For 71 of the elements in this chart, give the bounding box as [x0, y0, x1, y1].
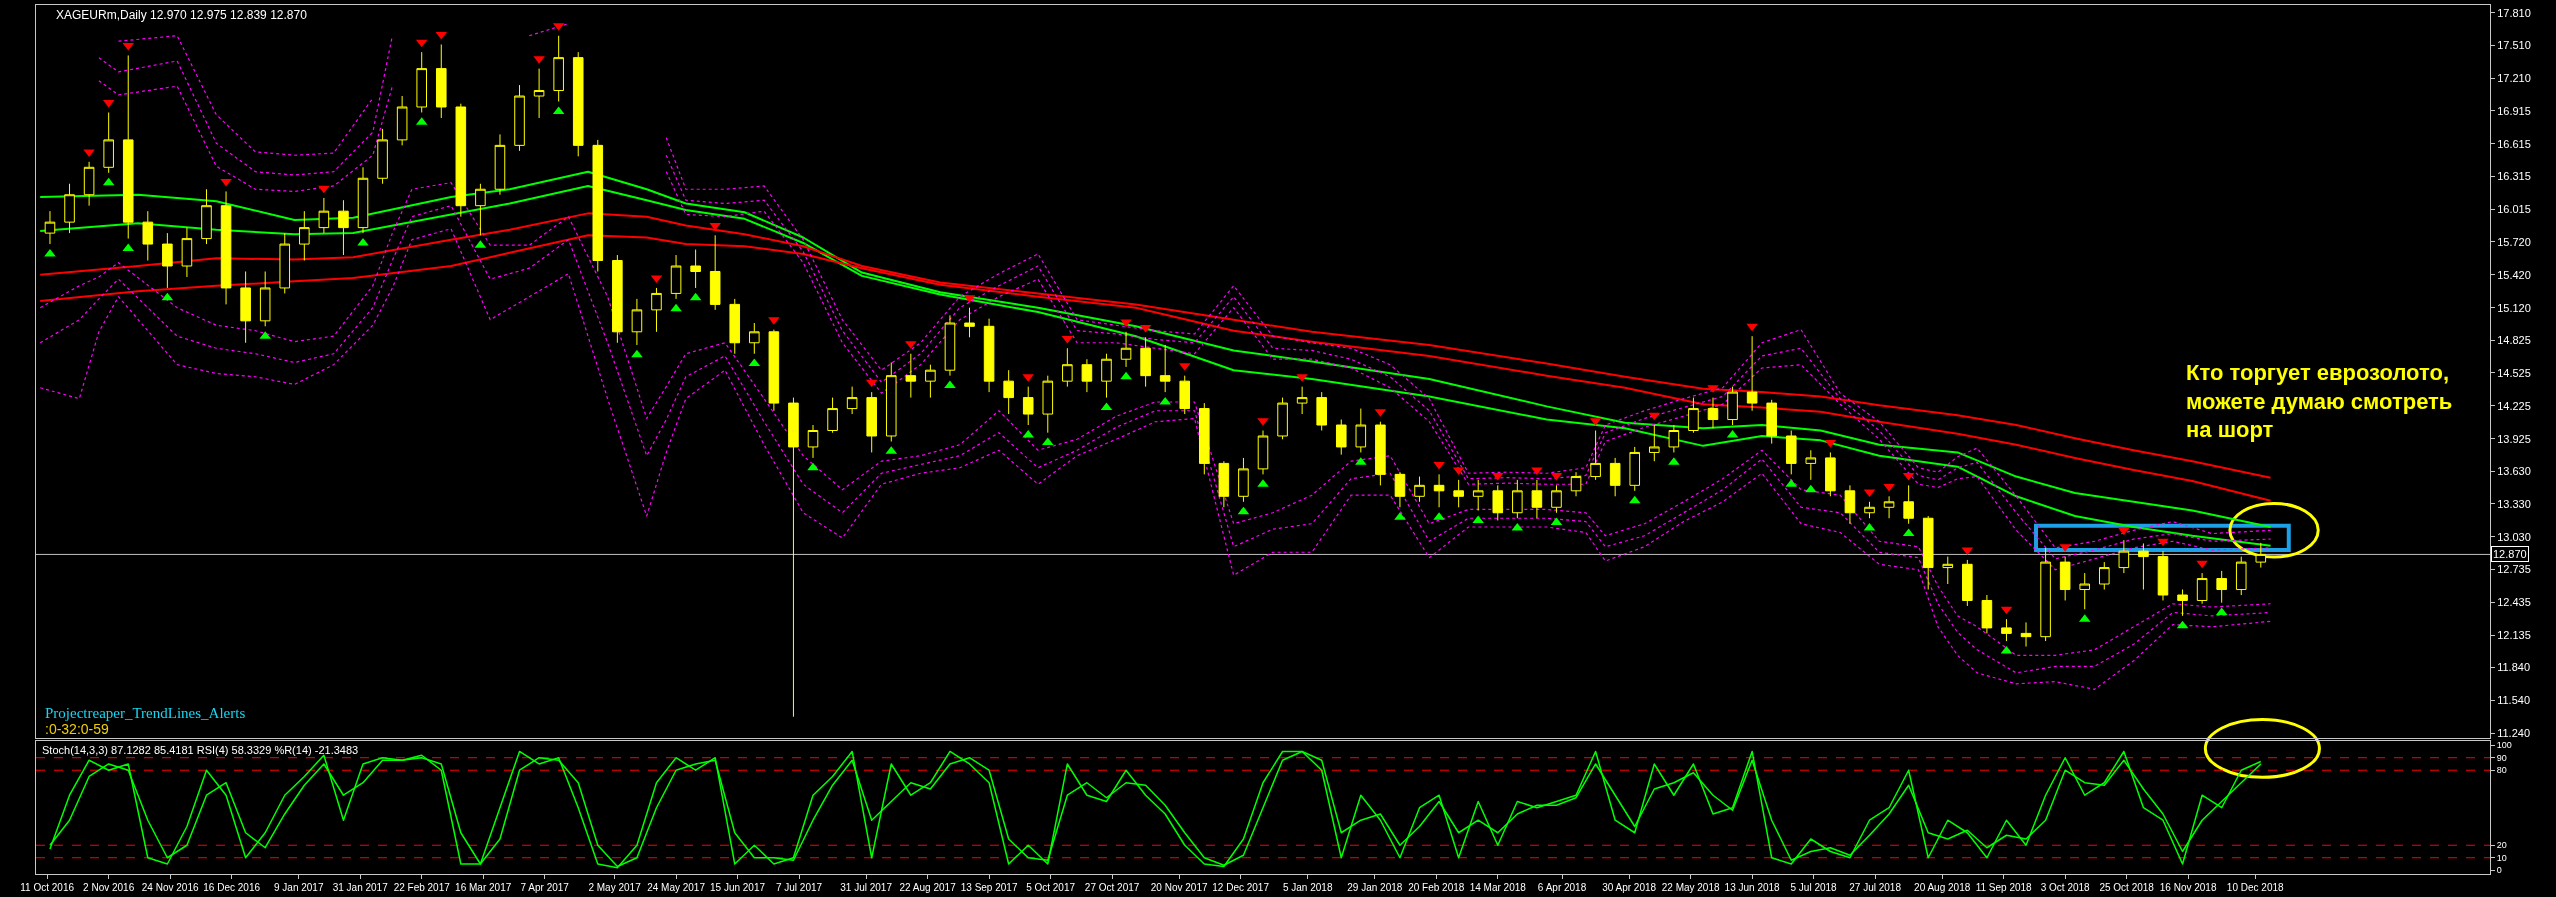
y-tick-label: 12.735 [2497, 563, 2531, 576]
y-tick-label: 15.720 [2497, 235, 2531, 248]
y-tick-label: 17.510 [2497, 39, 2531, 52]
x-tick-label: 20 Nov 2017 [1150, 882, 1208, 893]
y-tick-label: 14.225 [2497, 399, 2531, 412]
y-tick-label: 11.240 [2497, 727, 2531, 740]
x-tick-label: 22 May 2018 [1661, 882, 1720, 893]
y-tick-label: 16.315 [2497, 170, 2531, 183]
y-tick-label: 15.120 [2497, 301, 2531, 314]
x-tick-label: 24 May 2017 [647, 882, 706, 893]
x-tick-label: 16 Dec 2016 [203, 882, 261, 893]
y-tick-label: 17.210 [2497, 72, 2531, 85]
x-tick-label: 24 Nov 2016 [141, 882, 199, 893]
y-tick-label: 17.810 [2497, 6, 2531, 19]
x-tick-label: 22 Aug 2017 [899, 882, 957, 893]
annotation: Projectreaper_TrendLines_Alerts [45, 705, 246, 721]
x-tick-label: 5 Jul 2018 [1790, 882, 1838, 893]
x-tick-label: 5 Oct 2017 [1026, 882, 1076, 893]
y-tick-label: 13.630 [2497, 464, 2531, 477]
x-tick-label: 7 Jul 2017 [775, 882, 823, 893]
y-tick-label: 11.840 [2497, 661, 2531, 674]
y-tick-label: 14.825 [2497, 333, 2531, 346]
x-tick-label: 20 Feb 2018 [1408, 882, 1465, 893]
y-tick-label: 13.330 [2497, 497, 2531, 510]
y-tick-label: 16.615 [2497, 137, 2531, 150]
x-tick-label: 25 Oct 2018 [2099, 882, 2155, 893]
x-tick-label: 31 Jul 2017 [840, 882, 893, 893]
x-tick-label: 12 Dec 2017 [1212, 882, 1270, 893]
y-tick-label: 100 [2496, 740, 2512, 751]
x-tick-label: 22 Feb 2017 [393, 882, 451, 893]
y-tick-label: 0 [2496, 865, 2502, 876]
x-tick-label: 30 Apr 2018 [1602, 882, 1657, 893]
x-tick-label: 9 Jan 2017 [273, 882, 324, 893]
y-tick-label: 16.015 [2497, 203, 2531, 216]
chart-title: Stoch(14,3,3) 87.1282 85.4181 RSI(4) 58.3329 %R(14) -21.3483 [42, 744, 359, 756]
y-tick-label: 80 [2496, 765, 2507, 776]
x-tick-label: 16 Mar 2017 [455, 882, 512, 893]
x-tick-label: 13 Sep 2017 [960, 882, 1018, 893]
x-tick-label: 7 Apr 2017 [520, 882, 570, 893]
x-tick-label: 16 Nov 2018 [2159, 882, 2217, 893]
ref-line-label: 12.870 [2493, 548, 2527, 560]
y-tick-label: 15.420 [2497, 268, 2531, 281]
y-tick-label: 12.435 [2497, 595, 2531, 608]
y-tick-label: 11.540 [2497, 694, 2531, 707]
x-tick-label: 6 Apr 2018 [1537, 882, 1587, 893]
x-tick-label: 2 May 2017 [588, 882, 642, 893]
x-tick-label: 2 Nov 2016 [83, 882, 135, 893]
y-tick-label: 90 [2496, 752, 2507, 763]
x-tick-label: 11 Sep 2018 [1975, 882, 2033, 893]
annotation: :0-32:0-59 [45, 721, 110, 737]
x-tick-label: 13 Jun 2018 [1724, 882, 1781, 893]
y-tick-label: 13.030 [2497, 530, 2531, 543]
y-tick-label: 14.525 [2497, 366, 2531, 379]
x-tick-label: 29 Jan 2018 [1347, 882, 1403, 893]
y-tick-label: 20 [2496, 840, 2507, 851]
x-tick-label: 11 Oct 2016 [20, 882, 75, 893]
annotation: Кто торгует еврозолото, можете думаю смотреть на шорт [2186, 360, 2453, 443]
x-tick-label: 10 Dec 2018 [2226, 882, 2285, 893]
x-tick-label: 27 Oct 2017 [1084, 882, 1140, 893]
y-tick-label: 10 [2496, 852, 2507, 863]
x-tick-label: 20 Aug 2018 [1914, 882, 1971, 893]
chart-title: XAGEURm,Daily 12.970 12.975 12.839 12.870 [56, 8, 308, 22]
x-tick-label: 14 Mar 2018 [1469, 882, 1527, 893]
x-tick-label: 5 Jan 2018 [1282, 882, 1333, 893]
x-tick-label: 31 Jan 2017 [332, 882, 389, 893]
y-tick-label: 13.925 [2497, 432, 2531, 445]
y-tick-label: 16.915 [2497, 104, 2531, 117]
x-tick-label: 27 Jul 2018 [1849, 882, 1902, 893]
y-tick-label: 12.135 [2497, 628, 2531, 641]
x-tick-label: 15 Jun 2017 [710, 882, 766, 893]
x-tick-label: 3 Oct 2018 [2040, 882, 2091, 893]
